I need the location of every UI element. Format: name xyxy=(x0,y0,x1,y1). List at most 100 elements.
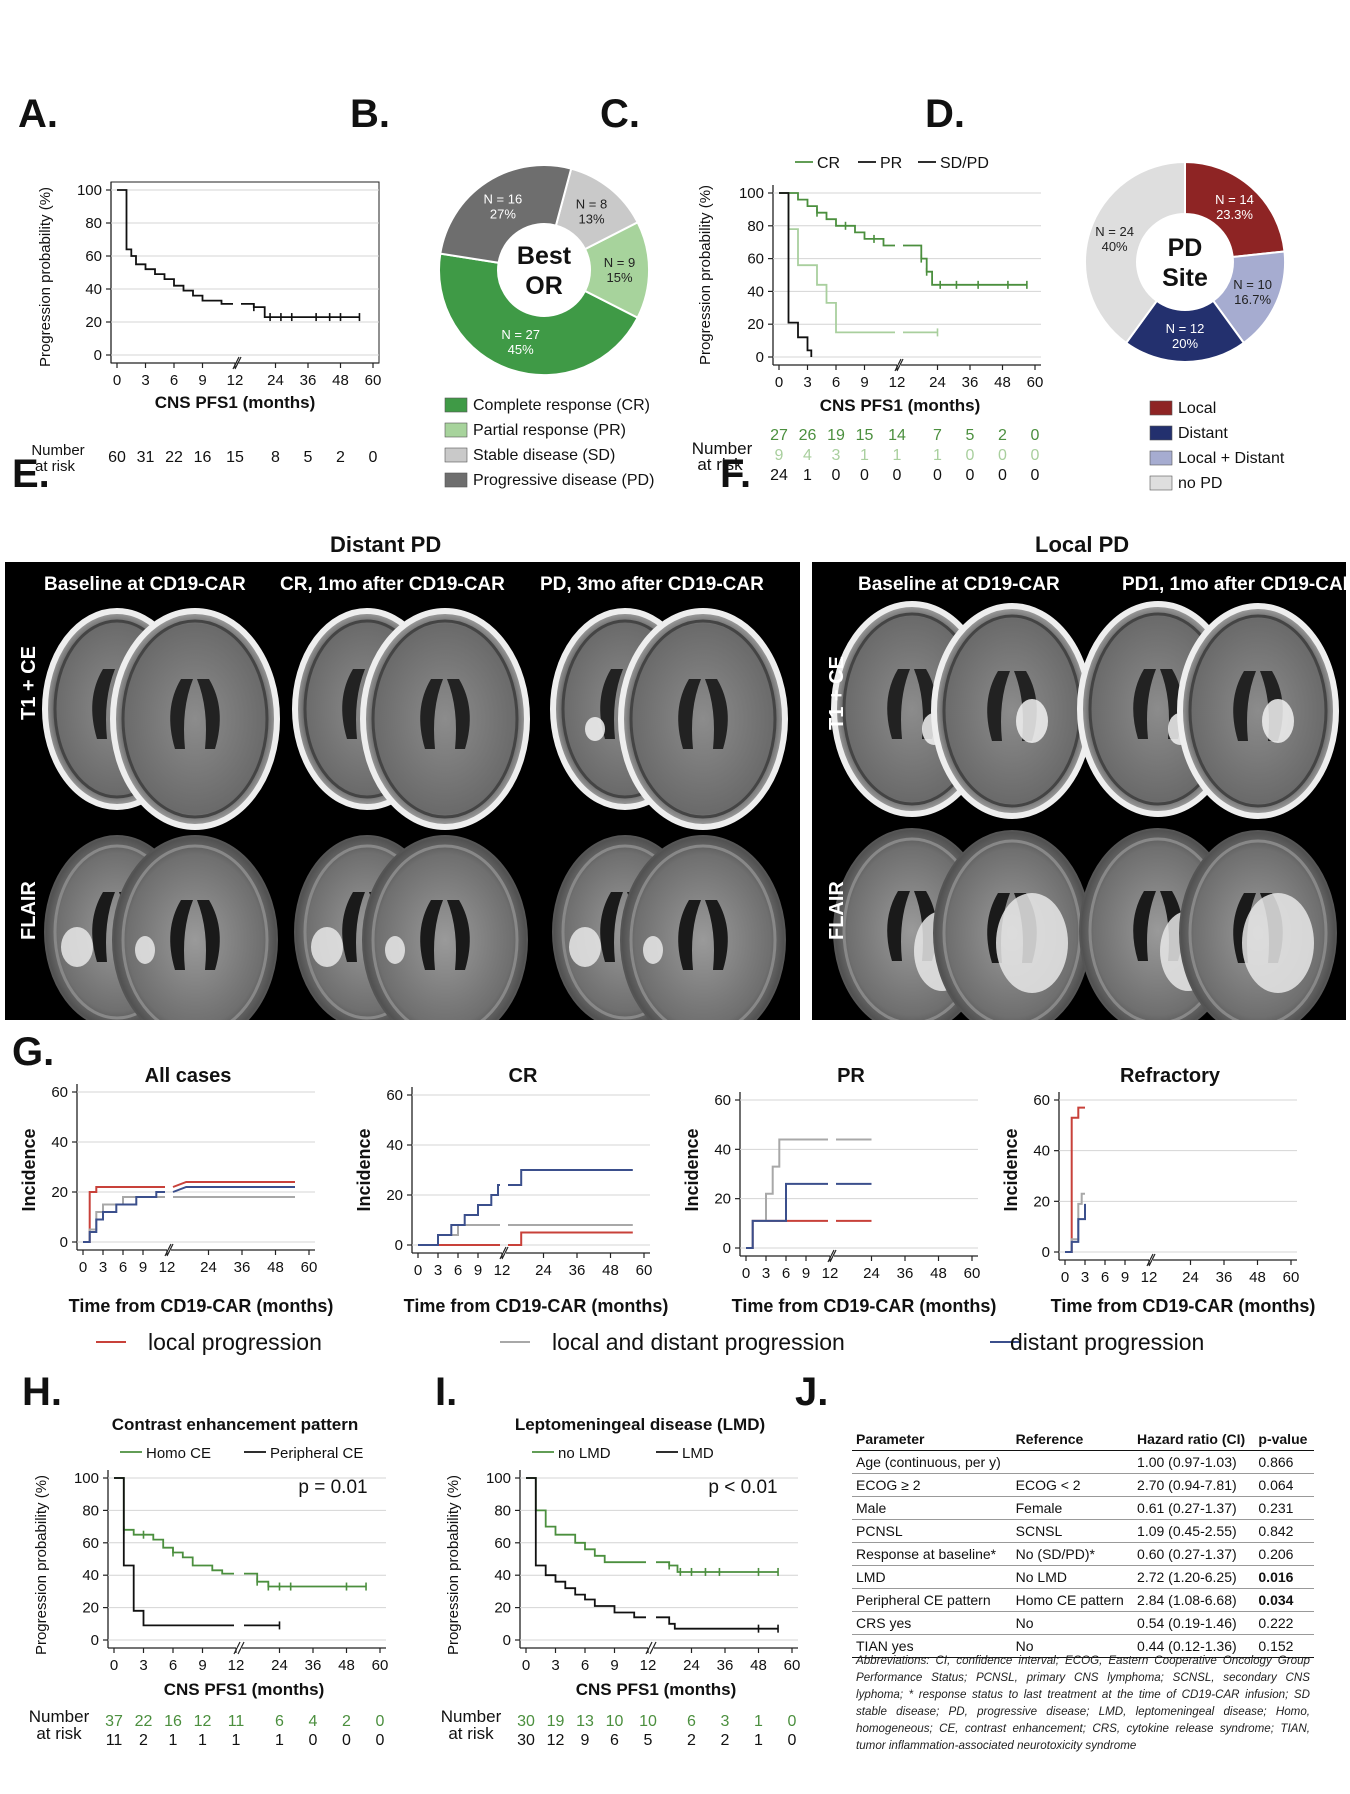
y-tick-label: 80 xyxy=(85,215,102,232)
y-tick-label: 0 xyxy=(94,347,102,364)
series-line-pr xyxy=(779,192,938,334)
series-line-lmd xyxy=(526,1477,778,1630)
panel-label-h: H. xyxy=(22,1370,62,1414)
axis-break xyxy=(645,1641,653,1655)
risk-count: 1 xyxy=(754,1713,763,1730)
ventricle xyxy=(342,892,365,962)
brain-cortex xyxy=(1188,839,1328,1020)
panel-label-g: G. xyxy=(12,1030,55,1074)
risk-count: 2 xyxy=(342,1713,351,1730)
donut-slice xyxy=(583,220,651,320)
brain-scan xyxy=(112,835,278,1020)
cell-hazard-ratio: 0.54 (0.19-1.46) xyxy=(1133,1611,1255,1635)
x-tick-label: 9 xyxy=(802,1265,810,1282)
risk-count: 0 xyxy=(933,467,942,484)
table-row: PCNSL SCNSL 1.09 (0.45-2.55) 0.842 xyxy=(852,1519,1314,1543)
lesion xyxy=(569,927,601,967)
risk-count: 26 xyxy=(799,427,817,444)
ventricle xyxy=(170,679,193,749)
x-axis-title: CNS PFS1 (months) xyxy=(155,393,316,412)
mri-scans-e xyxy=(42,608,788,1020)
x-tick-label: 12 xyxy=(494,1262,511,1279)
axis-break xyxy=(166,1243,174,1257)
ventricle xyxy=(678,679,701,749)
y-axis-title: Incidence xyxy=(682,1128,702,1211)
x-tick-label: 3 xyxy=(803,374,811,391)
risk-count: 22 xyxy=(135,1713,153,1730)
cell-reference: No LMD xyxy=(1011,1565,1134,1589)
risk-count: 0 xyxy=(788,1713,797,1730)
chart-title: Contrast enhancement pattern xyxy=(112,1415,359,1434)
risk-count: 6 xyxy=(610,1732,619,1749)
risk-count: 22 xyxy=(165,449,183,466)
x-tick-label: 3 xyxy=(1081,1269,1089,1286)
risk-count: 4 xyxy=(803,447,812,464)
donut-slice xyxy=(1084,160,1186,345)
ventricle xyxy=(1233,671,1256,741)
x-tick-label: 60 xyxy=(372,1657,389,1674)
chart-title: CR xyxy=(509,1065,538,1087)
hazard-ratio-table: Parameter Reference Hazard ratio (CI) p-… xyxy=(852,1428,1314,1658)
slice-label: N = 9 xyxy=(604,255,635,270)
axis-break xyxy=(829,1249,837,1263)
series-line xyxy=(746,1182,872,1249)
axis-break xyxy=(1148,1253,1156,1267)
series-line xyxy=(418,1231,633,1246)
risk-count: 1 xyxy=(232,1732,241,1749)
y-tick-label: 100 xyxy=(486,1470,511,1487)
cell-parameter: PCNSL xyxy=(852,1519,1012,1543)
risk-count: 0 xyxy=(966,447,975,464)
x-tick-label: 60 xyxy=(784,1657,801,1674)
x-tick-label: 24 xyxy=(535,1262,552,1279)
x-tick-label: 60 xyxy=(1283,1269,1300,1286)
risk-count: 1 xyxy=(275,1732,284,1749)
x-tick-label: 0 xyxy=(522,1657,530,1674)
axis-break xyxy=(649,1641,657,1655)
y-tick-label: 80 xyxy=(494,1502,511,1519)
risk-count: 11 xyxy=(228,1713,245,1730)
risk-count: 16 xyxy=(164,1713,182,1730)
x-tick-label: 9 xyxy=(610,1657,618,1674)
risk-count: 14 xyxy=(888,427,906,444)
legend-label: Complete response (CR) xyxy=(473,397,650,414)
risk-count: 7 xyxy=(933,427,942,444)
ventricle xyxy=(342,669,365,739)
x-axis-title: Time from CD19-CAR (months) xyxy=(732,1296,997,1316)
y-tick-label: 60 xyxy=(51,1084,68,1101)
slice-label: N = 16 xyxy=(484,192,523,207)
panel-e-col-2: CR, 1mo after CD19-CAR xyxy=(280,574,505,595)
ventricle xyxy=(447,900,470,970)
y-tick-label: 100 xyxy=(739,185,764,202)
y-tick-label: 40 xyxy=(494,1567,511,1584)
lesion xyxy=(385,936,405,964)
lesion xyxy=(996,893,1068,993)
cell-reference: Female xyxy=(1011,1496,1134,1520)
axis-break xyxy=(501,1246,509,1260)
y-axis-title: Incidence xyxy=(1001,1128,1021,1211)
cell-reference xyxy=(1011,1450,1134,1474)
risk-count: 2 xyxy=(721,1732,730,1749)
risk-label: Number xyxy=(29,1707,90,1726)
legend-label: SD/PD xyxy=(940,155,989,172)
risk-count: 0 xyxy=(1031,447,1040,464)
y-tick-label: 40 xyxy=(714,1141,731,1158)
abbreviations-note: Abbreviations: CI, confidence interval; … xyxy=(856,1654,1310,1752)
series-line xyxy=(83,1196,295,1243)
panel-e-col-3: PD, 3mo after CD19-CAR xyxy=(540,574,764,595)
x-tick-label: 24 xyxy=(271,1657,288,1674)
series-line xyxy=(418,1169,633,1246)
y-tick-label: 20 xyxy=(82,1600,99,1617)
x-tick-label: 48 xyxy=(267,1259,284,1276)
ventricle xyxy=(1133,669,1156,739)
col-p-value: p-value xyxy=(1254,1428,1314,1451)
y-axis-title: Incidence xyxy=(354,1128,374,1211)
axis-break xyxy=(234,356,242,370)
legend-label: local and distant progression xyxy=(552,1329,845,1355)
risk-count: 37 xyxy=(105,1713,123,1730)
risk-label: at risk xyxy=(35,458,76,475)
lesion xyxy=(61,927,93,967)
risk-count: 16 xyxy=(194,449,212,466)
y-tick-label: 60 xyxy=(1033,1092,1050,1109)
panel-e-row-2: FLAIR xyxy=(18,881,40,940)
